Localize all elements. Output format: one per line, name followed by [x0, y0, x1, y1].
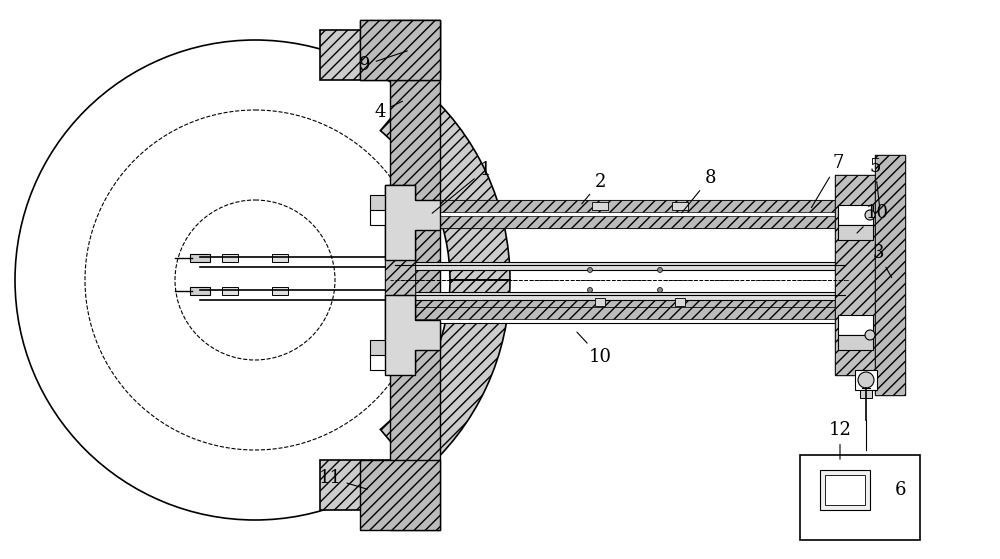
Text: 10: 10 — [857, 204, 889, 233]
Bar — [272, 287, 288, 295]
Polygon shape — [385, 185, 440, 260]
Text: 2: 2 — [582, 173, 606, 204]
Bar — [385, 185, 415, 370]
Bar — [595, 298, 605, 306]
Bar — [190, 254, 210, 262]
Bar — [360, 460, 440, 530]
Bar — [222, 254, 238, 262]
Circle shape — [865, 210, 875, 220]
Bar — [385, 185, 415, 370]
Bar — [390, 307, 850, 319]
Text: 5: 5 — [869, 158, 881, 207]
Bar — [835, 175, 895, 375]
Text: 3: 3 — [872, 244, 892, 278]
Text: 6: 6 — [894, 481, 906, 499]
Bar — [360, 20, 440, 80]
Bar — [222, 287, 238, 295]
Circle shape — [865, 330, 875, 340]
Bar — [390, 200, 850, 228]
Bar — [800, 455, 920, 540]
Bar — [840, 195, 885, 355]
Bar — [860, 390, 872, 398]
Bar — [825, 475, 865, 505]
Bar — [190, 287, 210, 295]
Bar — [395, 292, 845, 300]
Bar — [675, 298, 685, 306]
Bar — [855, 370, 877, 390]
Circle shape — [858, 372, 874, 388]
Bar — [838, 205, 873, 225]
Bar — [370, 210, 388, 225]
Text: 9: 9 — [359, 51, 407, 74]
Bar — [360, 20, 440, 80]
Bar — [875, 155, 905, 395]
Bar — [838, 315, 873, 335]
Bar — [592, 202, 608, 210]
Bar — [838, 225, 873, 240]
Circle shape — [588, 268, 592, 272]
Circle shape — [15, 40, 495, 520]
Polygon shape — [385, 295, 440, 375]
Bar — [390, 216, 850, 228]
Text: 11: 11 — [318, 469, 367, 489]
Bar — [370, 355, 388, 370]
Text: 4: 4 — [374, 101, 402, 121]
Text: 12: 12 — [829, 421, 851, 459]
Text: 8: 8 — [682, 169, 716, 213]
Bar — [272, 254, 288, 262]
Bar — [395, 262, 845, 270]
Bar — [390, 295, 850, 307]
Wedge shape — [380, 280, 510, 475]
Bar — [835, 175, 890, 375]
Circle shape — [588, 287, 592, 292]
Circle shape — [658, 287, 662, 292]
Bar — [820, 470, 870, 510]
Bar — [390, 200, 850, 212]
Bar — [390, 20, 440, 530]
Bar — [838, 335, 873, 350]
Bar — [370, 195, 388, 213]
Text: 10: 10 — [577, 332, 612, 366]
Bar — [390, 295, 850, 323]
Wedge shape — [380, 84, 510, 280]
Polygon shape — [320, 460, 420, 510]
Bar — [672, 202, 688, 210]
Circle shape — [658, 268, 662, 272]
Bar — [370, 340, 388, 358]
Text: 1: 1 — [432, 161, 491, 213]
Polygon shape — [320, 30, 420, 80]
Bar — [875, 155, 905, 395]
Text: 7: 7 — [811, 154, 844, 207]
